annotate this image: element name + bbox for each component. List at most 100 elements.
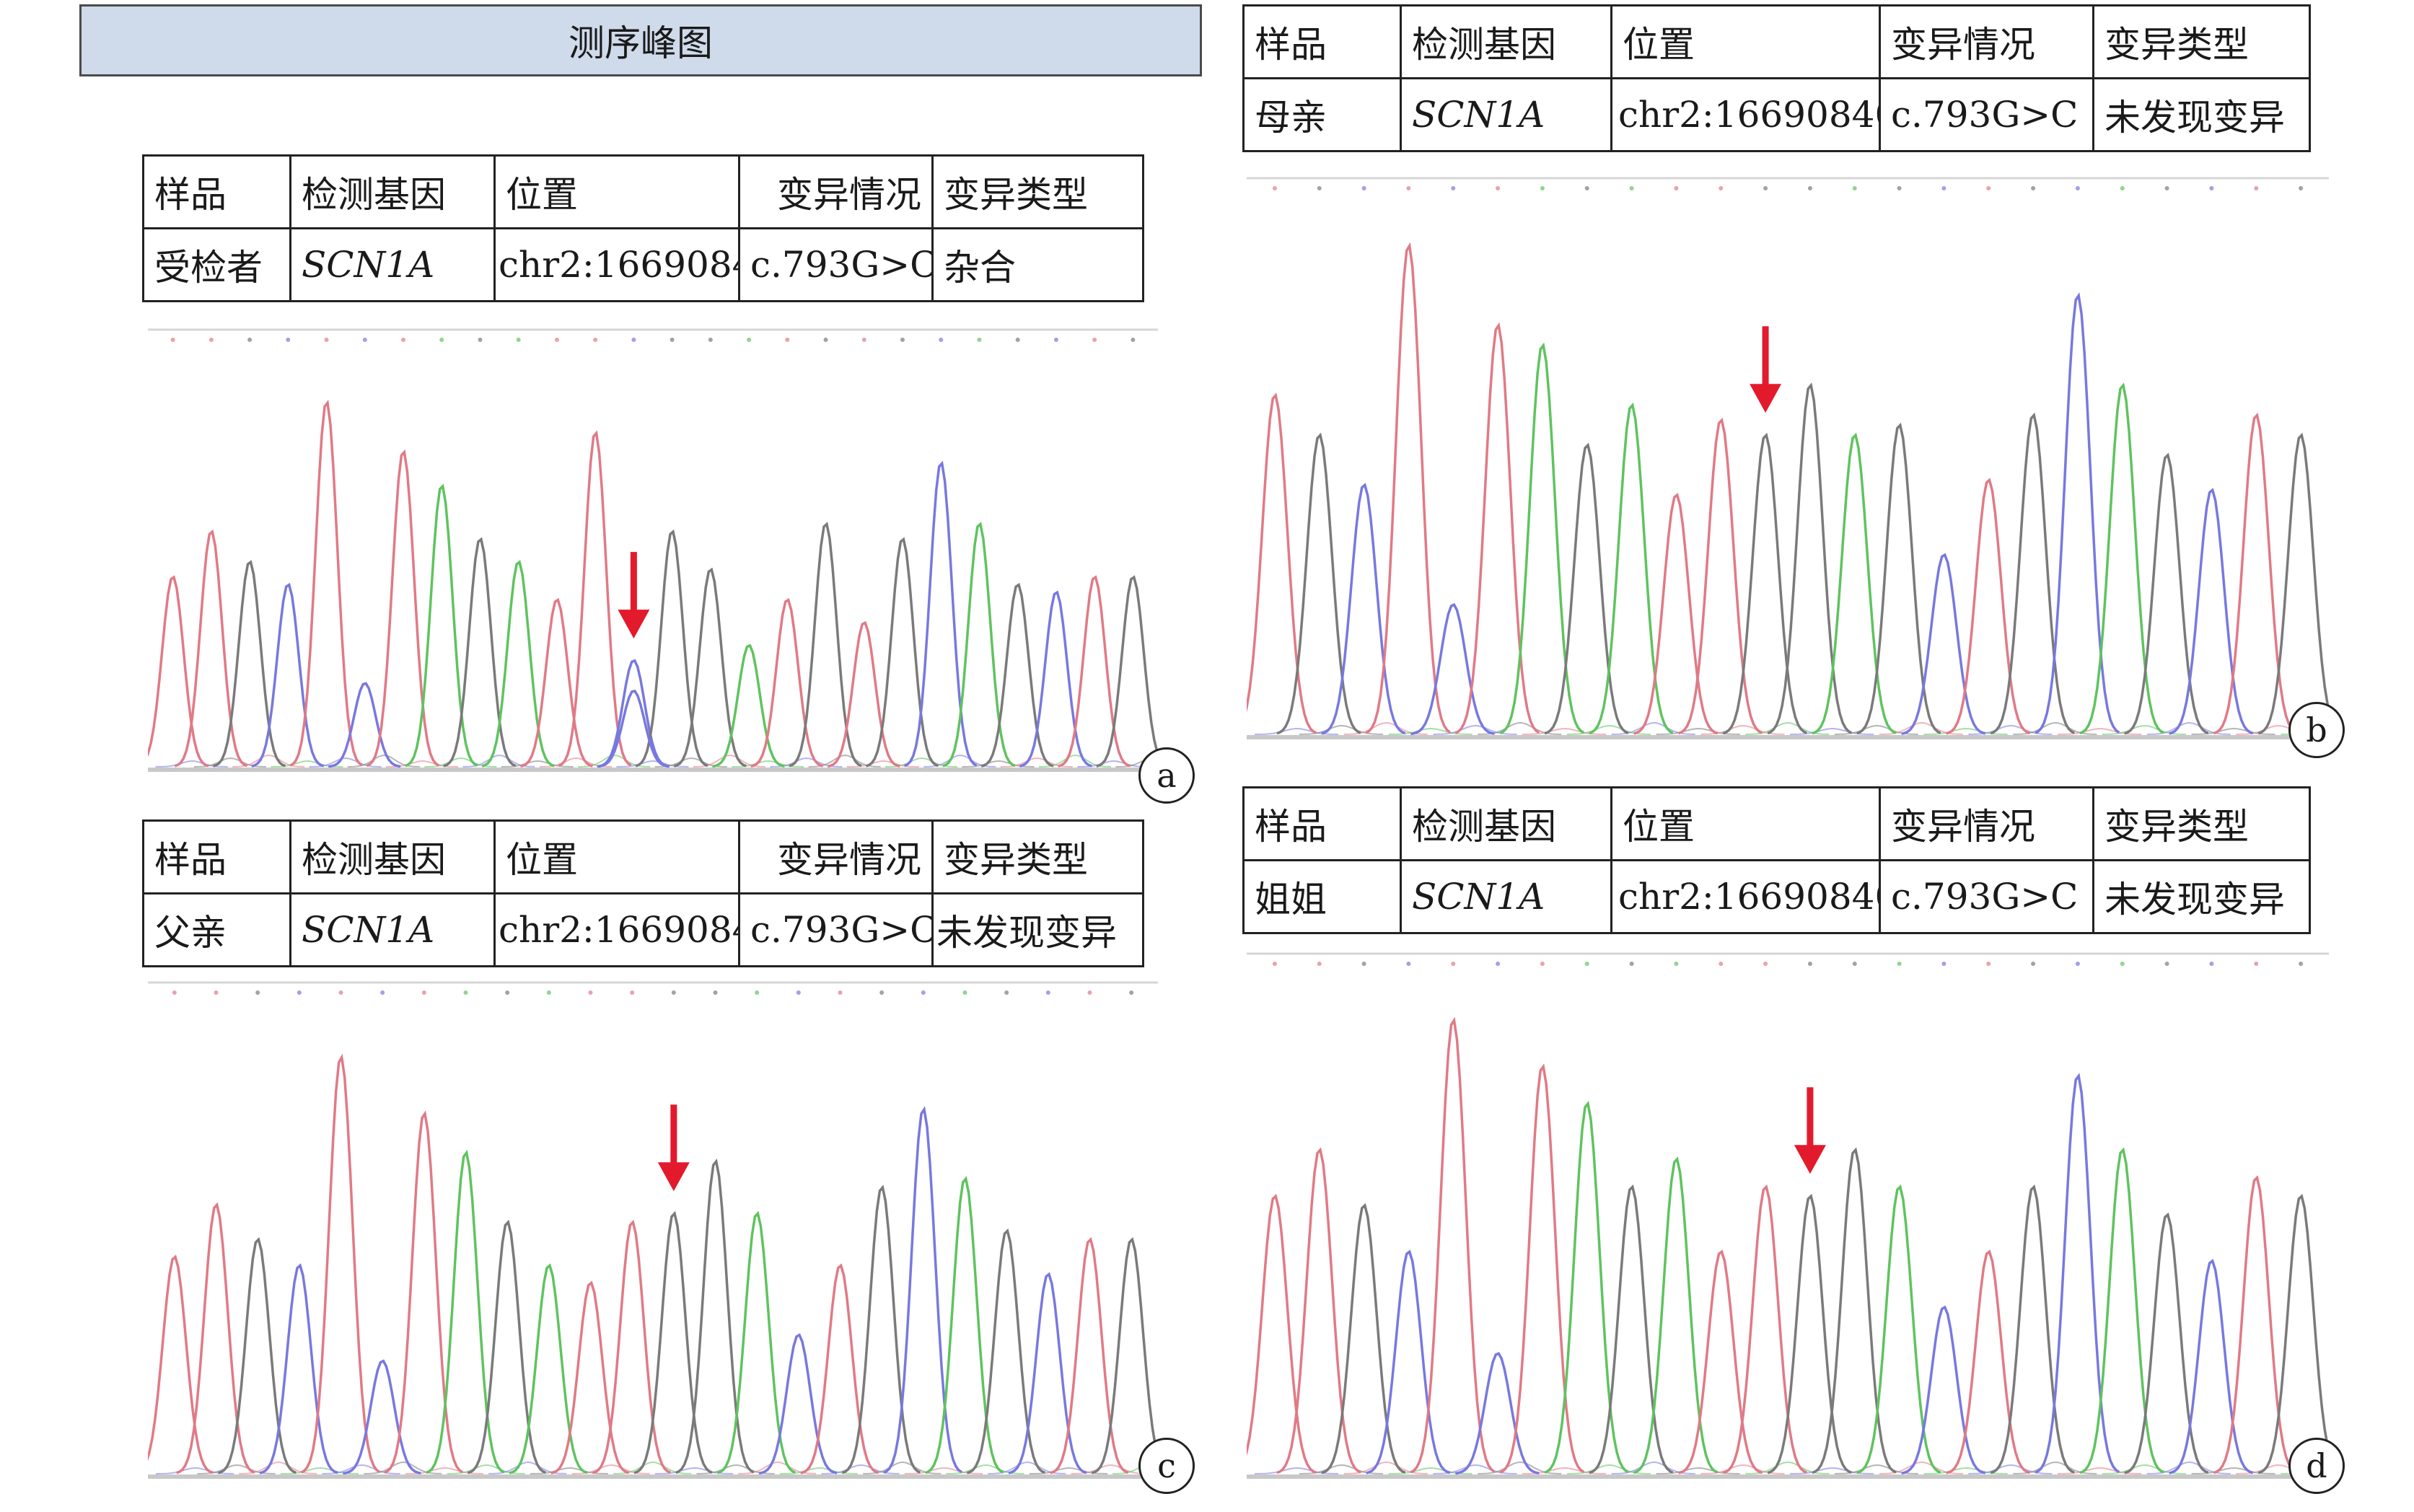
baseline-noise-trace [1478, 1461, 1562, 1474]
peak-trace [1990, 412, 2076, 735]
header-sample: 样品 [142, 154, 291, 229]
peak-trace [481, 560, 555, 768]
base-call-tick [505, 990, 510, 995]
header-type: 变异类型 [2092, 4, 2311, 79]
header-position: 位置 [493, 819, 740, 895]
mutation-arrow-icon [1750, 326, 1782, 413]
peak-trace [1678, 1249, 1763, 1474]
peak-trace [443, 537, 517, 768]
sample-name: 父亲 [142, 892, 291, 967]
secondary-peak-trace [597, 689, 670, 768]
peak-trace [716, 1210, 796, 1474]
base-call-tick [593, 338, 598, 342]
base-call-tick [1406, 962, 1411, 966]
peak-trace [251, 582, 325, 768]
table-row: 姐姐 SCN1A chr2:166908400 c.793G>C 未发现变异 [1242, 859, 2311, 934]
base-call-tick [921, 990, 926, 995]
chromatogram-a [148, 321, 1158, 804]
peak-trace [2169, 488, 2254, 735]
peak-trace [148, 1254, 214, 1474]
base-call-tick [170, 338, 175, 342]
base-call-tick [421, 990, 426, 995]
base-call-tick [2254, 962, 2259, 966]
base-call-tick [1004, 990, 1009, 995]
base-call-tick [1045, 990, 1050, 995]
peak-trace [1247, 392, 1317, 734]
header-position: 位置 [1610, 4, 1881, 79]
baseline-noise-trace [501, 760, 574, 768]
peak-trace [2213, 412, 2299, 735]
peak-trace [1812, 432, 1897, 735]
peak-trace [1454, 322, 1540, 734]
peak-trace [758, 1333, 838, 1475]
base-call-tick [708, 338, 713, 342]
peak-trace [2035, 1073, 2120, 1474]
gene-name: SCN1A [1400, 77, 1612, 152]
baseline-noise-trace [846, 760, 919, 768]
chromatogram-b [1247, 170, 2329, 772]
base-call-tick [1584, 186, 1589, 190]
base-call-tick [823, 338, 828, 342]
table-header-row: 样品 检测基因 位置 变异情况 变异类型 [1242, 4, 2311, 79]
variant-value: c.793G>C [738, 892, 934, 967]
peak-trace [328, 682, 401, 768]
peak-trace [865, 537, 939, 768]
peak-trace [550, 1280, 630, 1474]
peak-trace [1276, 432, 1361, 735]
table-header-row: 样品 检测基因 位置 变异情况 变异类型 [1242, 786, 2311, 861]
peak-trace [633, 1210, 713, 1474]
gene-name: SCN1A [289, 227, 496, 302]
base-call-tick [2254, 186, 2259, 190]
peak-trace [1096, 575, 1158, 768]
peak-trace [1276, 1147, 1361, 1474]
peak-trace [1410, 1016, 1496, 1474]
chromatogram-svg [1247, 952, 2329, 1479]
base-call-tick [1015, 338, 1020, 342]
base-call-tick [1719, 186, 1724, 190]
peak-trace [1945, 478, 2031, 735]
base-call-tick [2031, 186, 2036, 190]
peak-trace [1321, 1203, 1406, 1474]
base-call-tick [2031, 962, 2036, 966]
base-call-tick [478, 338, 483, 342]
base-call-tick [1129, 990, 1134, 995]
peak-trace [673, 567, 747, 768]
peak-trace [1946, 1249, 2031, 1474]
peak-trace [1410, 603, 1495, 736]
base-call-tick [1540, 186, 1545, 190]
sample-name: 母亲 [1242, 77, 1402, 152]
peak-trace [592, 1219, 672, 1474]
base-call-tick [214, 990, 219, 995]
base-call-tick [900, 338, 905, 342]
base-call-tick [2164, 186, 2169, 190]
baseline-noise-trace [1790, 727, 1874, 735]
peak-trace [1058, 575, 1131, 768]
header-type: 变异类型 [931, 819, 1144, 895]
base-call-tick [1807, 962, 1812, 966]
position-value: chr2:166908400 [1610, 77, 1881, 152]
base-call-tick [785, 338, 790, 342]
header-type: 变异类型 [931, 154, 1144, 229]
peak-trace [174, 529, 248, 768]
figure-title: 测序峰图 [79, 4, 1202, 76]
peak-trace [343, 1359, 421, 1475]
peak-trace [1767, 382, 1853, 735]
position-value: chr2:166908400 [1610, 859, 1881, 934]
base-call-tick [2120, 962, 2125, 966]
base-call-tick [1451, 962, 1456, 966]
gene-name: SCN1A [289, 892, 496, 967]
base-call-tick [1807, 186, 1812, 190]
peak-trace [1008, 1272, 1087, 1474]
peak-trace [509, 1263, 588, 1474]
base-call-tick [630, 990, 635, 995]
peak-trace [925, 1176, 1004, 1474]
base-call-tick [1272, 962, 1277, 966]
sample-name: 受检者 [142, 227, 291, 302]
header-position: 位置 [1610, 786, 1881, 861]
peak-trace [366, 449, 440, 768]
baseline-noise-trace [1656, 1467, 1740, 1474]
baseline-noise-trace [1923, 727, 2008, 735]
panel-label-b: b [2288, 702, 2345, 758]
base-call-tick [1719, 962, 1724, 966]
peak-trace [597, 659, 670, 768]
